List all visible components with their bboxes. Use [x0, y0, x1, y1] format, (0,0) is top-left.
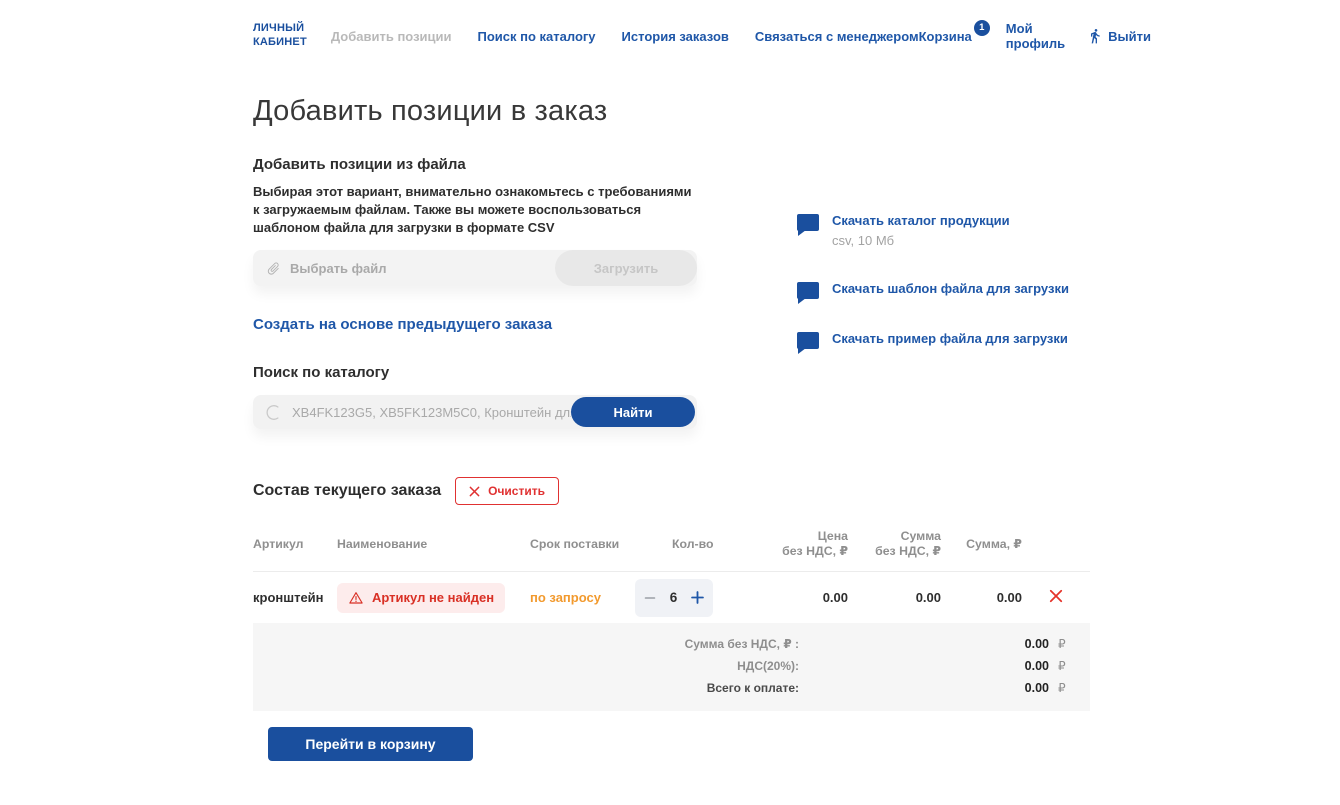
logo-line1: ЛИЧНЫЙ — [253, 22, 305, 35]
delete-row-icon[interactable] — [1049, 589, 1063, 603]
col-qty: Кол-во — [672, 536, 714, 551]
download-label: Скачать каталог продукции csv, 10 Мб — [832, 213, 1010, 249]
table-row: кронштейн Артикул не найден по запросу — [253, 571, 1090, 623]
row-qty: 6 — [635, 578, 782, 617]
table-header-row: Артикул Наименование Срок поставки Кол-в… — [253, 521, 1090, 571]
download-catalog-text: Скачать каталог продукции — [832, 213, 1010, 228]
file-bubble-icon — [797, 332, 819, 354]
error-badge-label: Артикул не найден — [372, 590, 495, 605]
order-header: Состав текущего заказа Очистить — [253, 477, 1090, 505]
quantity-stepper: 6 — [635, 578, 713, 617]
cart-count-badge: 1 — [973, 19, 990, 36]
row-sum: 0.00 — [996, 590, 1022, 605]
main-nav: Добавить позиции Поиск по каталогу Истор… — [331, 29, 919, 44]
page-title: Добавить позиции в заказ — [253, 95, 608, 127]
nav-order-history[interactable]: История заказов — [621, 28, 729, 44]
downloads-column: Скачать каталог продукции csv, 10 Мб Ска… — [797, 156, 1090, 429]
catalog-search-bar: Найти — [253, 395, 697, 429]
col-article: Артикул — [253, 536, 304, 551]
left-column: Добавить позиции из файла Выбирая этот в… — [253, 156, 697, 429]
total-label: НДС(20%): — [737, 659, 799, 673]
quantity-value: 6 — [669, 590, 678, 605]
file-bubble-icon — [797, 214, 819, 236]
ruble-sign: ₽ — [1058, 637, 1066, 651]
download-catalog-link[interactable]: Скачать каталог продукции csv, 10 Мб — [797, 213, 1090, 249]
download-example-text: Скачать пример файла для загрузки — [832, 331, 1068, 346]
current-order-section: Состав текущего заказа Очистить Артикул … — [253, 477, 1090, 761]
download-label: Скачать шаблон файла для загрузки — [832, 281, 1069, 297]
catalog-search-input[interactable] — [292, 404, 571, 420]
main-columns: Добавить позиции из файла Выбирая этот в… — [253, 156, 1090, 429]
file-upload-bar: Выбрать файл Загрузить — [253, 250, 697, 286]
total-row-no-vat: Сумма без НДС, ₽ : 0.00 ₽ — [267, 633, 1076, 655]
page: ЛИЧНЫЙ КАБИНЕТ Добавить позиции Поиск по… — [253, 0, 1151, 761]
row-sum-no-vat: 0.00 — [915, 590, 941, 605]
search-button[interactable]: Найти — [571, 397, 695, 427]
clear-order-label: Очистить — [488, 484, 545, 498]
col-name: Наименование — [337, 536, 428, 551]
warning-triangle-icon — [348, 590, 364, 606]
total-value: 0.00 — [1024, 659, 1049, 673]
logo[interactable]: ЛИЧНЫЙ КАБИНЕТ — [253, 22, 307, 50]
plus-icon[interactable] — [691, 591, 704, 604]
download-template-text: Скачать шаблон файла для загрузки — [832, 281, 1069, 296]
col-price-no-vat: Цена без НДС, ₽ — [782, 529, 848, 558]
top-navigation: ЛИЧНЫЙ КАБИНЕТ Добавить позиции Поиск по… — [253, 0, 1151, 51]
clear-order-button[interactable]: Очистить — [455, 477, 559, 505]
header-right: Корзина 1 Мой профиль Выйти — [918, 19, 1151, 51]
order-heading: Состав текущего заказа — [253, 482, 442, 499]
article-not-found-badge: Артикул не найден — [337, 582, 506, 613]
file-upload-heading: Добавить позиции из файла — [253, 156, 466, 173]
logout-label: Выйти — [1108, 28, 1151, 44]
nav-contact-manager[interactable]: Связаться с менеджером — [754, 28, 919, 44]
col-sum-no-vat: Сумма без НДС, ₽ — [875, 529, 941, 558]
ruble-sign: ₽ — [1058, 681, 1066, 695]
row-actions — [1022, 589, 1090, 606]
download-template-link[interactable]: Скачать шаблон файла для загрузки — [797, 281, 1090, 304]
total-label: Сумма без НДС, ₽ : — [684, 637, 799, 651]
download-example-link[interactable]: Скачать пример файла для загрузки — [797, 331, 1090, 354]
logo-line2: КАБИНЕТ — [253, 36, 307, 48]
total-value: 0.00 — [1024, 681, 1049, 695]
cart-label: Корзина — [918, 28, 972, 44]
row-price-no-vat: 0.00 — [822, 590, 848, 605]
create-from-previous-order-link[interactable]: Создать на основе предыдущего заказа — [253, 316, 553, 333]
choose-file-button[interactable]: Выбрать файл — [266, 261, 387, 276]
arc-icon — [266, 404, 283, 421]
order-table: Артикул Наименование Срок поставки Кол-в… — [253, 521, 1090, 711]
order-totals: Сумма без НДС, ₽ : 0.00 ₽ НДС(20%): 0.00… — [253, 623, 1090, 711]
row-delivery: по запросу — [530, 590, 601, 605]
col-sum: Сумма, ₽ — [966, 536, 1022, 551]
catalog-search-heading: Поиск по каталогу — [253, 364, 390, 381]
go-to-cart-button[interactable]: Перейти в корзину — [268, 727, 473, 761]
file-upload-description: Выбирая этот вариант, внимательно ознако… — [253, 184, 692, 235]
nav-add-positions[interactable]: Добавить позиции — [330, 28, 452, 44]
cart-link[interactable]: Корзина 1 — [918, 19, 990, 44]
upload-button[interactable]: Загрузить — [555, 250, 697, 286]
row-article: кронштейн — [253, 590, 324, 605]
minus-icon[interactable] — [644, 592, 656, 604]
ruble-sign: ₽ — [1058, 659, 1066, 673]
file-bubble-icon — [797, 282, 819, 304]
total-row-payable: Всего к оплате: 0.00 ₽ — [267, 677, 1076, 699]
nav-catalog-search[interactable]: Поиск по каталогу — [477, 28, 596, 44]
paperclip-icon — [266, 261, 281, 276]
col-delivery: Срок поставки — [530, 536, 620, 551]
row-name: Артикул не найден — [337, 582, 530, 613]
choose-file-label: Выбрать файл — [290, 260, 387, 276]
total-value: 0.00 — [1024, 637, 1049, 651]
download-label: Скачать пример файла для загрузки — [832, 331, 1068, 347]
total-label: Всего к оплате: — [706, 681, 799, 695]
download-catalog-meta: csv, 10 Мб — [832, 233, 895, 248]
total-row-vat: НДС(20%): 0.00 ₽ — [267, 655, 1076, 677]
logout-link[interactable]: Выйти — [1087, 28, 1151, 44]
running-person-icon — [1087, 28, 1103, 44]
close-icon — [469, 486, 480, 497]
profile-link[interactable]: Мой профиль — [1005, 21, 1066, 51]
